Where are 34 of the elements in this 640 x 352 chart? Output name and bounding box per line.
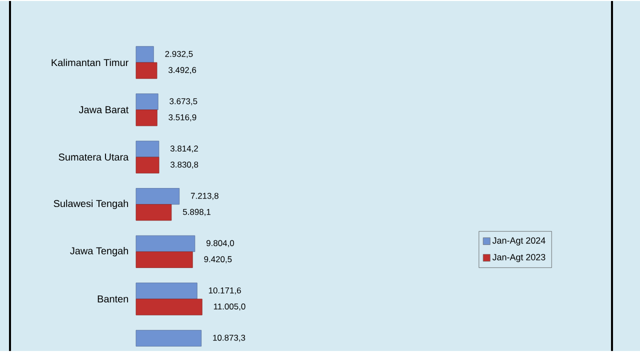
bar bbox=[136, 62, 158, 79]
data-label: 3.516,9 bbox=[168, 114, 196, 122]
bar bbox=[136, 94, 158, 110]
bar bbox=[136, 298, 202, 316]
bar bbox=[136, 46, 154, 63]
data-label: 3.830,8 bbox=[170, 162, 198, 169]
y-tick-label: Jawa Barat bbox=[78, 106, 129, 114]
bar bbox=[136, 330, 202, 346]
data-label: 10.171,6 bbox=[208, 287, 241, 294]
y-tick-label: Kalimantan Timur bbox=[52, 58, 128, 66]
data-label: 3.814,2 bbox=[170, 146, 198, 153]
bar bbox=[136, 188, 180, 205]
data-label: 2.932,5 bbox=[165, 50, 193, 58]
bar bbox=[136, 156, 160, 174]
y-tick-label: Sumatera Utara bbox=[58, 154, 129, 161]
data-label: 9.420,5 bbox=[204, 256, 232, 264]
bar bbox=[136, 204, 172, 221]
bar bbox=[136, 140, 160, 158]
y-tick-label: Sulawesi Tengah bbox=[54, 200, 128, 210]
bar bbox=[136, 235, 196, 252]
bar bbox=[136, 110, 158, 126]
legend-label: Jan-Agt 2024 bbox=[492, 237, 546, 246]
data-label: 5.898,1 bbox=[182, 208, 210, 216]
data-label: 9.804,0 bbox=[206, 240, 234, 248]
data-label: 11.005,0 bbox=[214, 304, 246, 311]
legend-label: Jan-Agt 2023 bbox=[492, 254, 546, 262]
data-label: 3.673,5 bbox=[170, 98, 198, 106]
bar bbox=[136, 282, 198, 300]
data-label: 7.213,8 bbox=[190, 192, 218, 200]
y-tick-label: Banten bbox=[98, 295, 128, 302]
bar bbox=[136, 251, 193, 268]
y-tick-label: Jawa Tengah bbox=[70, 247, 128, 256]
data-label: 3.492,6 bbox=[168, 67, 196, 74]
data-label: 10.873,3 bbox=[213, 334, 246, 342]
